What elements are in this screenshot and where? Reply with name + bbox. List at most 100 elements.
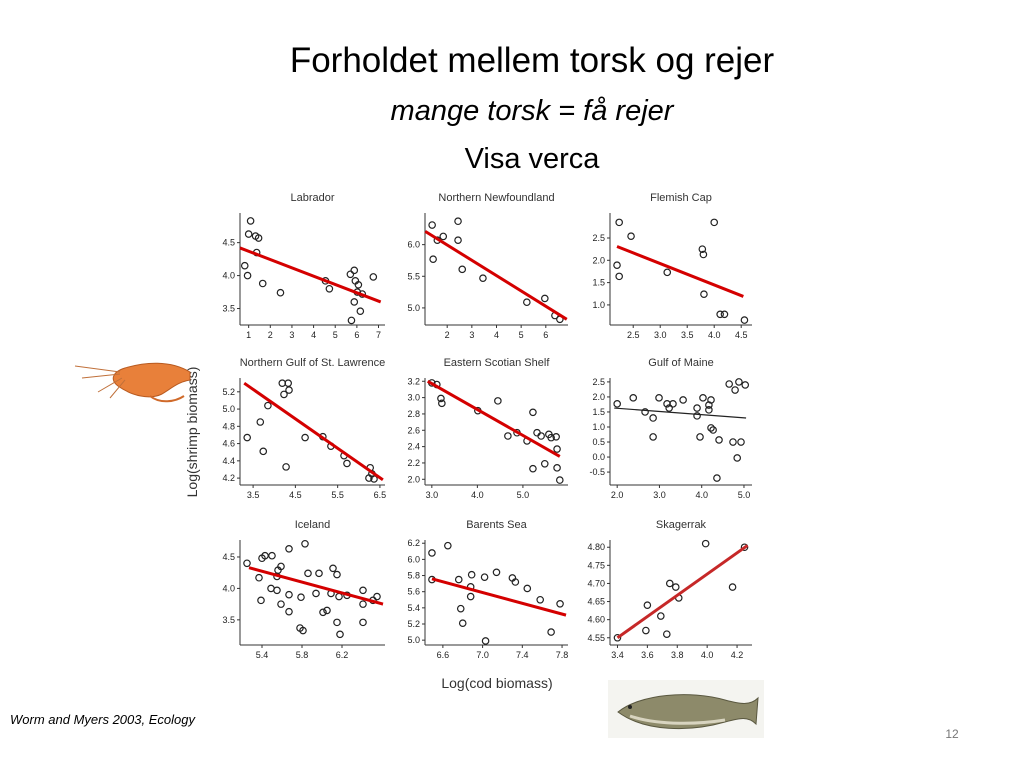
data-point: [325, 284, 334, 293]
y-tick-label: 6.0: [407, 554, 420, 564]
y-tick-label: 5.5: [407, 271, 420, 281]
y-tick-label: 4.4: [222, 456, 235, 466]
data-point: [458, 265, 467, 274]
data-point: [467, 570, 476, 579]
data-point: [285, 545, 293, 553]
data-point: [740, 316, 749, 324]
data-point: [285, 386, 293, 394]
y-tick-label: 4.55: [587, 633, 605, 643]
data-point: [529, 464, 537, 473]
data-point: [552, 433, 560, 441]
y-tick-label: 5.0: [407, 635, 420, 645]
data-point: [537, 432, 545, 440]
data-point: [244, 230, 253, 238]
data-point: [547, 433, 555, 442]
x-tick-label: 3.0: [654, 330, 667, 340]
x-tick-label: 5.0: [517, 490, 530, 500]
data-point: [709, 426, 717, 434]
x-tick-label: 6.2: [336, 650, 349, 660]
y-tick-label: 1.5: [592, 278, 605, 288]
data-point: [297, 593, 305, 602]
y-tick-label: 4.60: [587, 615, 605, 625]
y-tick-label: 0.0: [592, 452, 605, 462]
y-tick-label: 1.0: [592, 300, 605, 310]
y-tick-label: 2.2: [407, 458, 420, 468]
data-point: [458, 619, 467, 627]
data-point: [529, 408, 537, 417]
data-point: [643, 601, 652, 609]
data-point: [315, 569, 323, 578]
slide-subtitle: mange torsk = få rejer: [391, 95, 675, 127]
data-point: [277, 562, 285, 571]
data-point: [494, 397, 502, 405]
x-tick-label: 3.0: [653, 490, 666, 500]
data-point: [312, 589, 320, 598]
data-point: [665, 579, 674, 588]
y-tick-label: 1.5: [592, 407, 605, 417]
y-tick-label: 6.2: [407, 538, 420, 548]
data-point: [480, 573, 489, 581]
data-point: [655, 394, 663, 402]
data-point: [511, 578, 520, 586]
data-point: [553, 464, 561, 472]
data-point: [466, 592, 475, 601]
data-point: [479, 274, 487, 282]
data-point: [454, 236, 462, 245]
data-point: [258, 279, 267, 288]
data-point: [720, 310, 729, 319]
data-point: [267, 584, 275, 593]
y-tick-label: 2.8: [407, 409, 420, 419]
data-point: [359, 618, 367, 627]
data-point: [243, 433, 251, 442]
data-point: [365, 474, 373, 482]
y-tick-label: 2.5: [592, 233, 605, 243]
data-point: [359, 586, 367, 595]
data-point: [359, 600, 367, 608]
data-point: [700, 290, 708, 299]
x-tick-label: 4.0: [701, 650, 714, 660]
panel-title: Barents Sea: [466, 519, 527, 531]
fit-line: [426, 379, 561, 458]
data-point: [613, 400, 621, 408]
data-point: [304, 569, 312, 578]
data-point: [492, 568, 501, 577]
data-point: [336, 630, 344, 639]
x-tick-label: 5: [333, 330, 338, 340]
data-point: [642, 626, 650, 635]
data-point: [615, 272, 623, 281]
x-tick-label: 3.0: [426, 490, 439, 500]
data-point: [556, 600, 564, 608]
data-point: [254, 234, 263, 242]
data-point: [615, 218, 623, 227]
x-tick-label: 4.0: [695, 490, 708, 500]
data-point: [699, 250, 708, 259]
data-point: [657, 612, 665, 620]
fit-line: [239, 246, 382, 304]
x-tick-label: 3: [289, 330, 294, 340]
y-tick-label: 5.2: [407, 619, 420, 629]
y-tick-label: 2.0: [407, 474, 420, 484]
panel-title: Iceland: [295, 519, 330, 531]
data-point: [276, 288, 285, 297]
x-tick-label: 7.4: [516, 650, 529, 660]
data-point: [261, 551, 269, 560]
x-tick-label: 5: [519, 330, 524, 340]
data-point: [523, 584, 532, 593]
x-tick-label: 4.2: [731, 650, 744, 660]
x-tick-label: 7.0: [476, 650, 489, 660]
data-point: [268, 551, 276, 560]
x-tick-label: 3: [469, 330, 474, 340]
data-point: [629, 394, 638, 402]
fit-line: [614, 407, 747, 419]
y-tick-label: 2.4: [407, 442, 420, 452]
data-point: [698, 245, 707, 253]
slide-title: Forholdet mellem torsk og rejer: [290, 41, 775, 80]
data-point: [280, 390, 288, 399]
y-tick-label: 4.6: [222, 439, 235, 449]
y-tick-label: 3.5: [222, 615, 235, 625]
x-tick-label: 6: [543, 330, 548, 340]
y-tick-label: 1.0: [592, 422, 605, 432]
panel-title: Flemish Cap: [650, 192, 712, 204]
x-tick-label: 4.5: [289, 490, 302, 500]
x-axis-label: Log(cod biomass): [441, 675, 552, 691]
